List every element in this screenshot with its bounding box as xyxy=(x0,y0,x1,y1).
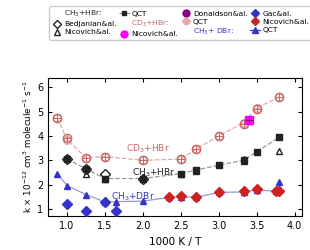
Text: CH$_3$+HBr: CH$_3$+HBr xyxy=(131,166,175,179)
Legend: CH$_3$+HBr:, Bedjanian&al., Nicovich&al., QCT, CD$_3$+HBr:, Nicovich&al., Donald: CH$_3$+HBr:, Bedjanian&al., Nicovich&al.… xyxy=(49,6,310,40)
X-axis label: 1000 K / T: 1000 K / T xyxy=(149,237,201,247)
Y-axis label: k $\times$ 10$^{-12}$ cm$^3$ molecule$^{-1}$ s$^{-1}$: k $\times$ 10$^{-12}$ cm$^3$ molecule$^{… xyxy=(22,80,34,213)
Text: CH$_3$+DBr: CH$_3$+DBr xyxy=(111,191,155,203)
Text: CD$_3$+HBr: CD$_3$+HBr xyxy=(126,143,170,155)
